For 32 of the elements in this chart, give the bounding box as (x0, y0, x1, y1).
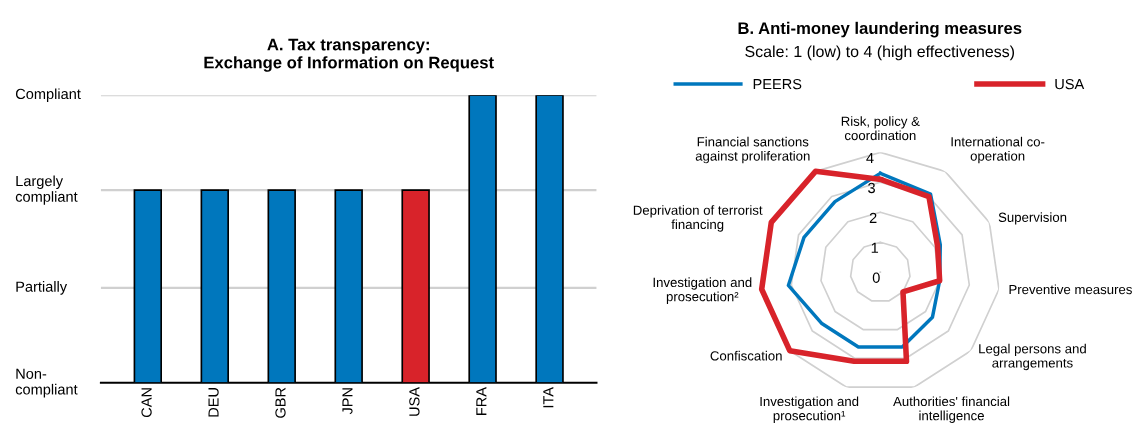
ref-line-label: Partially (16, 281, 68, 295)
ref-line-label: Compliant (15, 88, 81, 102)
x-tick-label: JPN (342, 388, 353, 415)
legend-label: PEERS (753, 78, 802, 90)
ref-line-label: Largely compliant (15, 175, 78, 205)
x-tick-label: DEU (208, 388, 219, 417)
y-tick-label: 3 (868, 182, 875, 194)
chart-title: A. Tax transparency: Exchange of Information on Request (204, 38, 494, 72)
x-tick-label: ITA (543, 387, 554, 408)
x-tick-label: CAN (141, 388, 152, 418)
x-tick-label: USA (409, 387, 420, 416)
spoke-label: Financial sanctions against proliferation (695, 136, 810, 164)
chart-title: B. Anti-money laundering measures (738, 21, 1022, 38)
x-tick-label: FRA (476, 387, 487, 415)
y-tick-label: 1 (871, 242, 879, 253)
spoke-label: Authorities' financial intelligence (893, 396, 1010, 423)
y-tick-label: 4 (866, 153, 874, 164)
spoke-label: Deprivation of terrorist financing (633, 205, 763, 232)
spoke-label: Supervision (998, 212, 1067, 225)
spoke-label: International co- operation (951, 136, 1045, 164)
legend-label: USA (1055, 78, 1085, 90)
chart-subtitle: Scale: 1 (low) to 4 (high effectiveness) (745, 45, 1015, 61)
y-tick-label: 0 (872, 272, 880, 283)
x-tick-label: GBR (275, 387, 286, 418)
spoke-label: Risk, policy & coordination (841, 116, 920, 141)
spoke-label: Legal persons and arrangements (979, 343, 1086, 371)
y-tick-label: 2 (869, 212, 877, 223)
text: Non- compliant (15, 368, 78, 398)
spoke-label: Investigation and prosecution¹ (760, 396, 859, 423)
spoke-label: Investigation and prosecution² (653, 277, 752, 304)
spoke-label: Preventive measures (1009, 284, 1132, 295)
spoke-label: Confiscation (710, 350, 782, 361)
